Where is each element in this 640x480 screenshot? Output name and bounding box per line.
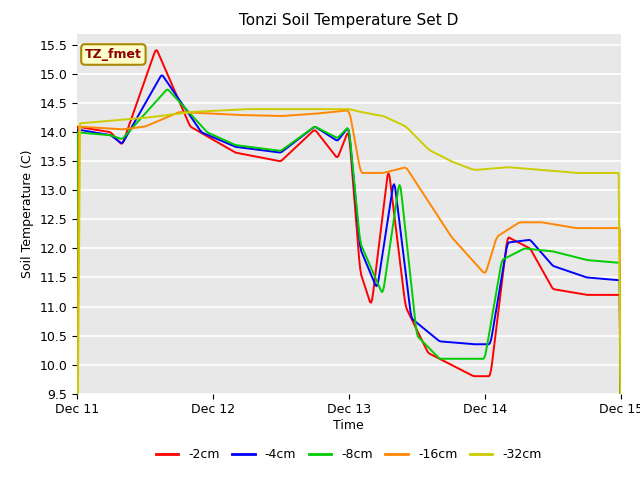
Y-axis label: Soil Temperature (C): Soil Temperature (C) [20, 149, 34, 278]
Legend: -2cm, -4cm, -8cm, -16cm, -32cm: -2cm, -4cm, -8cm, -16cm, -32cm [151, 443, 547, 466]
X-axis label: Time: Time [333, 419, 364, 432]
Text: TZ_fmet: TZ_fmet [85, 48, 142, 61]
Title: Tonzi Soil Temperature Set D: Tonzi Soil Temperature Set D [239, 13, 458, 28]
